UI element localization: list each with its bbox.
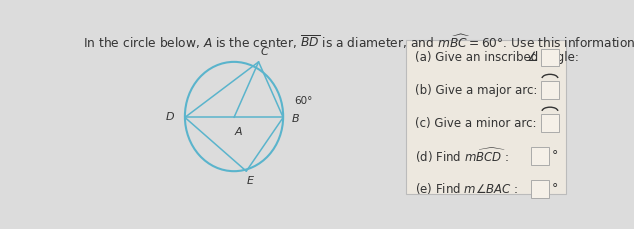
Text: (e) Find $m\angle BAC$ :: (e) Find $m\angle BAC$ : bbox=[415, 181, 518, 196]
Text: (d) Find $m\widehat{BCD}$ :: (d) Find $m\widehat{BCD}$ : bbox=[415, 147, 509, 165]
Text: A: A bbox=[234, 127, 242, 137]
FancyBboxPatch shape bbox=[541, 114, 559, 132]
Text: °: ° bbox=[552, 182, 558, 195]
Text: (c) Give a minor arc:: (c) Give a minor arc: bbox=[415, 117, 536, 130]
Text: C: C bbox=[261, 47, 268, 57]
FancyBboxPatch shape bbox=[406, 40, 566, 194]
Text: In the circle below, $\mathit{A}$ is the center, $\overline{\mathit{BD}}$ is a d: In the circle below, $\mathit{A}$ is the… bbox=[83, 33, 634, 51]
Text: B: B bbox=[292, 114, 300, 124]
FancyBboxPatch shape bbox=[531, 147, 550, 165]
Text: 60°: 60° bbox=[294, 96, 313, 106]
Text: (b) Give a major arc:: (b) Give a major arc: bbox=[415, 84, 537, 97]
FancyBboxPatch shape bbox=[541, 49, 559, 66]
Text: E: E bbox=[247, 177, 254, 186]
FancyBboxPatch shape bbox=[541, 82, 559, 99]
Text: (a) Give an inscribed angle:: (a) Give an inscribed angle: bbox=[415, 51, 579, 64]
Text: D: D bbox=[165, 112, 174, 122]
Text: °: ° bbox=[552, 150, 558, 163]
Text: $\angle$: $\angle$ bbox=[526, 50, 538, 64]
FancyBboxPatch shape bbox=[531, 180, 550, 198]
